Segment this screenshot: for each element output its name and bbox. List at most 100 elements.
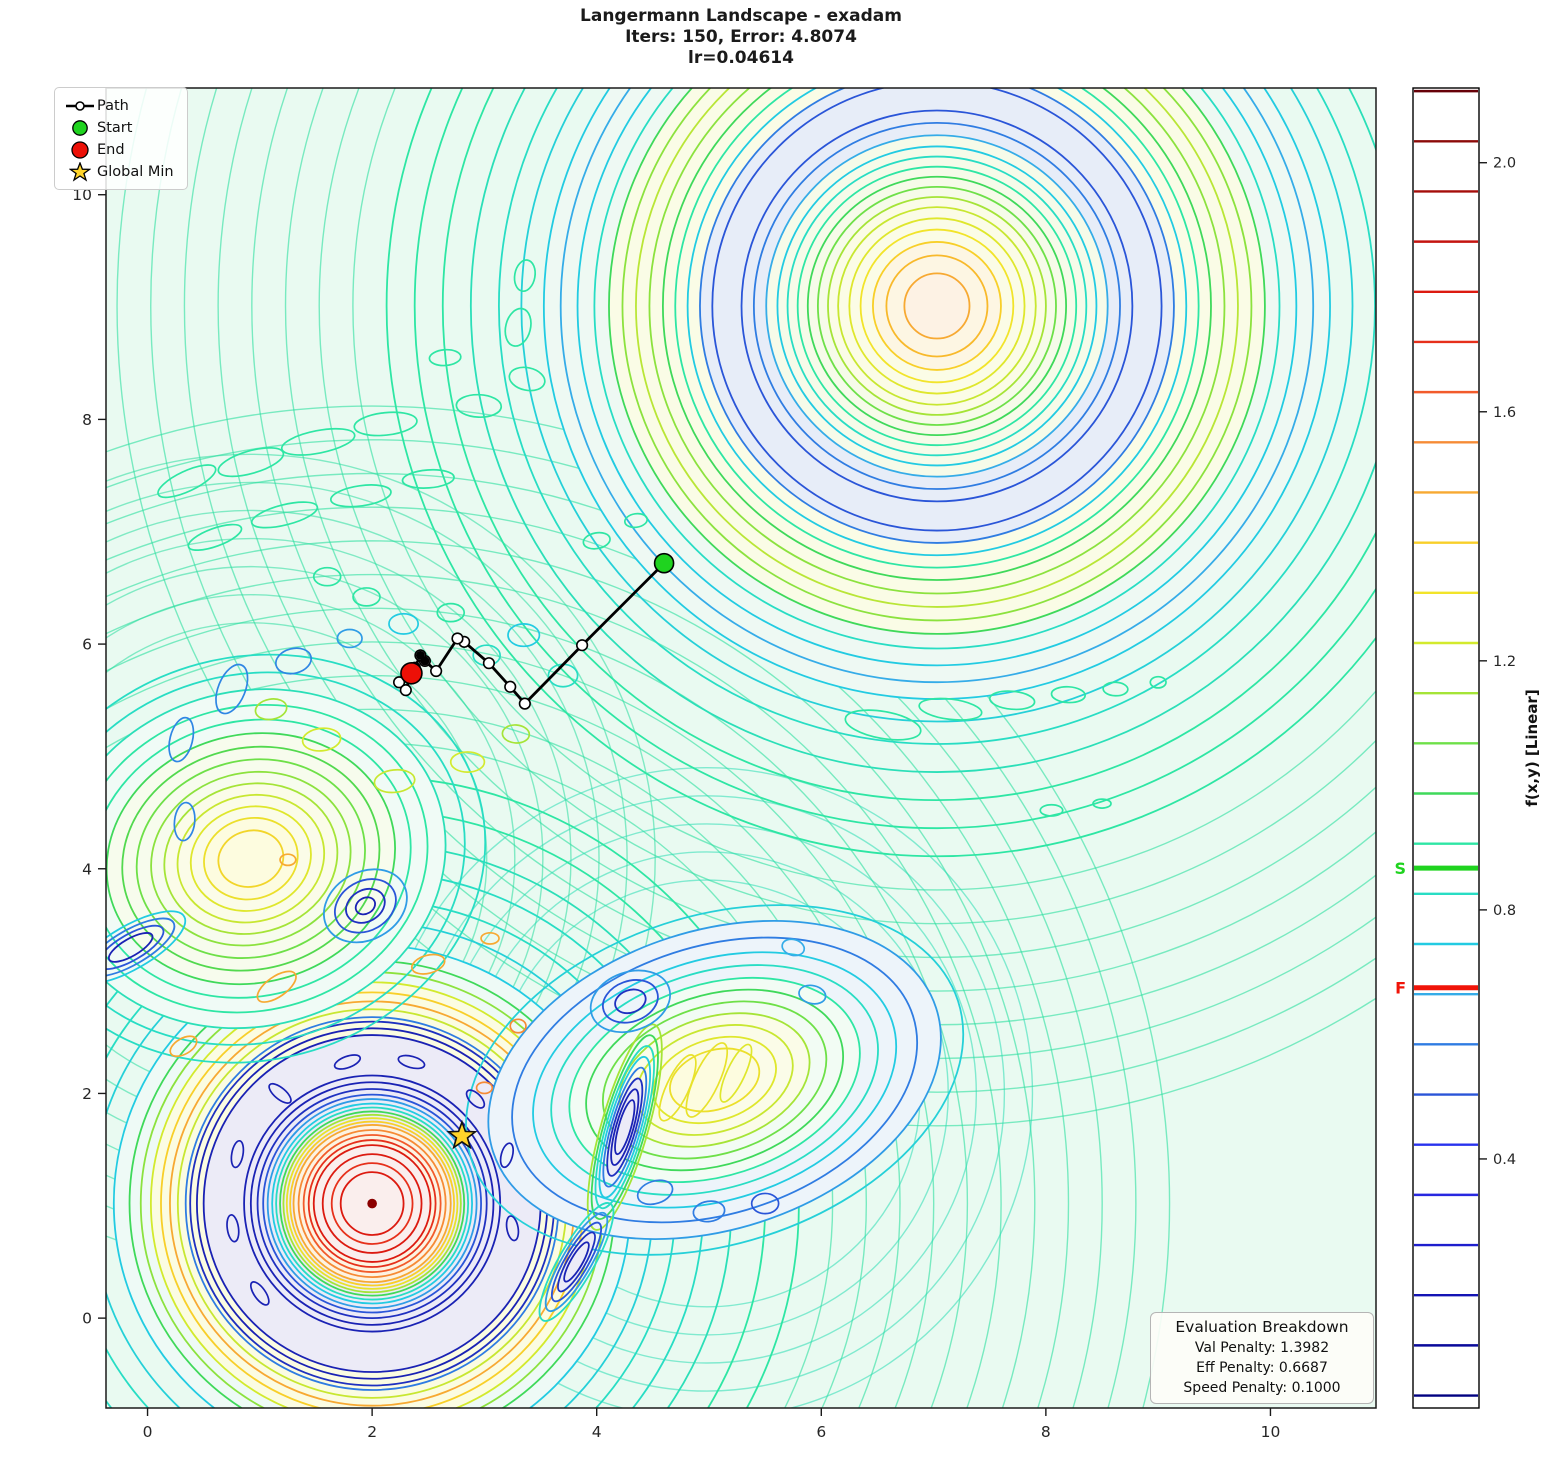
- contour-ring-valley-streak-2: [544, 1211, 609, 1313]
- contour-blob: [280, 427, 356, 456]
- x-axis-tick-label: 4: [592, 1423, 602, 1441]
- contour-blob: [249, 1281, 270, 1306]
- contour-ring-plateau-right: [652, 1035, 777, 1125]
- contour-blob: [455, 393, 503, 419]
- contour-ring-maximum-top-right: [442, 88, 1376, 801]
- contour-ring-valley-streak-1: [598, 1055, 652, 1199]
- texture-contour-ring: [318, 88, 1376, 925]
- contour-ring-maximum-top-right: [796, 165, 1078, 447]
- contour-blob: [508, 366, 546, 392]
- path-waypoint-marker: [576, 639, 589, 652]
- contour-ring-valley-streak-left-edge: [107, 932, 154, 963]
- contour-ring-maximum-top-right: [752, 121, 1121, 490]
- contour-ring-plateau-right: [532, 951, 898, 1209]
- texture-contour-ring: [106, 607, 968, 1408]
- global-min-star-icon: [63, 162, 97, 182]
- start-marker-icon: [63, 119, 97, 137]
- contour-blob: [844, 709, 922, 741]
- path-waypoint-marker: [482, 657, 496, 670]
- contour-blob: [623, 512, 649, 529]
- contour-blob: [636, 1179, 674, 1206]
- contour-blob: [781, 938, 806, 957]
- contour-ring-deep-minimum-bottom-left: [266, 1098, 478, 1309]
- contour-blob: [504, 307, 532, 347]
- contour-ring-maximum-top-right: [837, 206, 1037, 406]
- contour-blob: [750, 1192, 780, 1215]
- contour-ring-maximum-top-right: [903, 272, 971, 340]
- legend-item-end: End: [63, 139, 179, 161]
- contour-blob: [168, 716, 195, 763]
- contour-blob: [505, 1215, 520, 1242]
- path-dense-marker: [420, 656, 430, 666]
- contour-ring-plateau-right: [550, 964, 879, 1196]
- end-marker-icon: [63, 141, 97, 159]
- contour-ring-maximum-top-right: [740, 109, 1134, 503]
- path-waypoint-marker: [504, 680, 517, 693]
- contour-ring-plateau-left: [121, 745, 381, 972]
- texture-contour-ring: [106, 708, 867, 1408]
- contour-blob: [157, 464, 217, 499]
- contour-blob: [333, 1054, 362, 1070]
- contour-ring-maximum-top-right: [648, 88, 1226, 595]
- contour-ring-valley-streak-left-edge: [106, 910, 187, 985]
- contour-blob: [410, 953, 446, 975]
- val-penalty-value: Val Penalty: 1.3982: [1194, 1340, 1330, 1356]
- contour-ring-plateau-left: [189, 805, 312, 912]
- contour-blob: [509, 1018, 527, 1034]
- contour-ring-valley-streak-2: [563, 1241, 590, 1283]
- path-waypoint-marker: [392, 676, 406, 689]
- contour-ring-mini-basin-1: [322, 868, 408, 944]
- contour-blob: [658, 1054, 697, 1122]
- contour-ring-plateau-right: [585, 988, 844, 1172]
- axes-spines: [105, 87, 1377, 1409]
- texture-contour-ring: [106, 540, 1036, 1408]
- x-axis-tick-label: 10: [1261, 1423, 1281, 1441]
- contour-ring-maximum-top-right: [413, 88, 1376, 829]
- contour-blob: [501, 724, 531, 744]
- contour-ring-deep-minimum-bottom-left: [321, 1153, 423, 1254]
- contour-blob: [173, 801, 196, 842]
- end-marker: [400, 661, 423, 685]
- contour-blob: [215, 663, 249, 715]
- contour-blob: [388, 612, 420, 635]
- contour-ring-maximum-top-right: [576, 88, 1298, 667]
- contour-ring-maximum-top-right: [593, 88, 1281, 650]
- contour-ring-mini-basin-2: [589, 969, 671, 1034]
- colorbar-tick-label: 0.8: [1493, 903, 1516, 919]
- contour-ring-valley-streak-2: [550, 1221, 603, 1303]
- texture-contour-ring: [116, 88, 1376, 1127]
- y-axis-tick-label: 6: [82, 636, 92, 654]
- contour-blob: [685, 1042, 729, 1118]
- texture-contour-ring: [285, 88, 1376, 958]
- contour-blob: [1102, 681, 1129, 697]
- contour-ring-maximum-top-right: [711, 88, 1163, 532]
- contour-blob: [254, 698, 288, 721]
- contour-blob: [274, 647, 313, 675]
- contour-ring-plateau-left: [217, 829, 285, 888]
- path-waypoint-marker: [451, 632, 464, 645]
- contour-ring-deep-minimum-bottom-left: [339, 1171, 405, 1236]
- contour-blob: [397, 1054, 426, 1070]
- contour-ring-plateau-left: [176, 793, 326, 924]
- colorbar-final-level-label: F: [1395, 979, 1406, 998]
- evaluation-breakdown-title: Evaluation Breakdown: [1175, 1318, 1349, 1336]
- contour-blob: [499, 1142, 515, 1169]
- contour-ring-maximum-top-right: [776, 145, 1098, 467]
- evaluation-breakdown-box: Evaluation Breakdown Val Penalty: 1.3982…: [1150, 1312, 1374, 1404]
- legend-item-start: Start: [63, 117, 179, 139]
- colorbar-tick-label: 0.4: [1493, 1152, 1516, 1168]
- y-axis-tick-label: 8: [82, 411, 92, 429]
- contour-blob: [169, 1035, 198, 1058]
- contour-ring-maximum-top-right: [848, 217, 1026, 395]
- contour-blob: [1149, 675, 1167, 689]
- contour-ring-deep-minimum-bottom-left: [279, 1110, 466, 1297]
- path-waypoint-marker: [430, 664, 443, 678]
- global-min-star: [446, 1119, 478, 1150]
- contour-ring-plateau-left: [135, 758, 366, 959]
- contour-blob: [217, 447, 285, 478]
- contour-ring-deep-minimum-bottom-left: [262, 1093, 482, 1314]
- contour-blob: [187, 523, 243, 551]
- contour-ring-deep-minimum-bottom-left: [275, 1106, 470, 1301]
- contour-ring-valley-streak-2: [557, 1231, 596, 1293]
